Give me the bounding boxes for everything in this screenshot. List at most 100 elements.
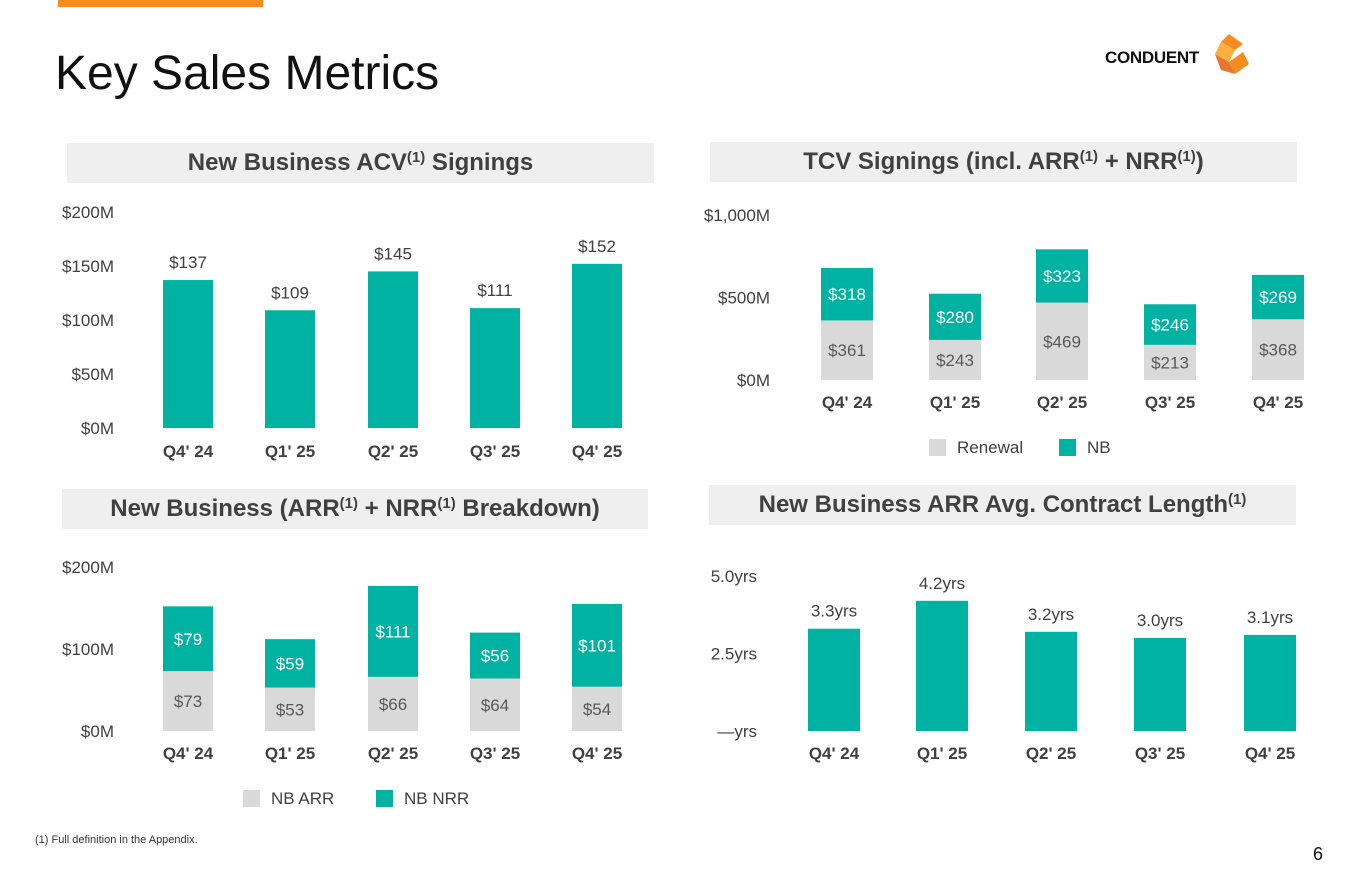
tcv-ytick-label: $0M <box>737 371 770 390</box>
tcv-category-label: Q1' 25 <box>930 393 980 412</box>
nb-bar-base <box>368 676 418 731</box>
acv-title-text-2: Signings <box>425 149 534 176</box>
acv-bar <box>265 310 315 428</box>
acv-ytick-label: $0M <box>81 419 114 438</box>
tcv-bar-base <box>929 339 981 380</box>
acv-data-label: $145 <box>374 244 412 263</box>
tcv-bar-top <box>1144 304 1196 345</box>
tcv-legend-swatch <box>929 439 946 456</box>
tcv-data-label-base: $213 <box>1151 353 1189 372</box>
tcv-bar-base <box>1144 344 1196 380</box>
tcv-ytick-label: $1,000M <box>704 206 770 225</box>
accent-bar <box>58 0 263 7</box>
tcv-category-label: Q3' 25 <box>1145 393 1195 412</box>
nb-bar-top <box>368 585 418 677</box>
len-title-text: New Business ARR Avg. Contract Length <box>758 491 1229 518</box>
tcv-data-label-base: $469 <box>1043 332 1081 351</box>
len-data-label: 3.3yrs <box>811 602 857 621</box>
page-title: Key Sales Metrics <box>55 47 440 100</box>
nb-data-label-base: $64 <box>481 696 509 715</box>
nb-legend-swatch <box>243 790 260 807</box>
nb-legend-label: NB NRR <box>404 789 469 808</box>
nb-ytick-label: $200M <box>62 558 114 577</box>
nb-data-label-top: $59 <box>276 654 304 673</box>
acv-data-label: $137 <box>169 253 207 272</box>
nb-bar-top <box>163 606 213 672</box>
acv-category-label: Q1' 25 <box>265 442 315 461</box>
acv-ytick-label: $150M <box>62 257 114 276</box>
nb-legend-label: NB ARR <box>271 789 334 808</box>
acv-chart-title: New Business ACV (1) Signings <box>67 143 654 183</box>
len-category-label: Q3' 25 <box>1135 744 1185 763</box>
tcv-bar-top <box>929 293 981 340</box>
conduent-logo: CONDUENT <box>1105 30 1255 80</box>
len-bar <box>916 600 968 731</box>
len-category-label: Q4' 25 <box>1245 744 1295 763</box>
acv-bar <box>368 271 418 428</box>
nb-data-label-top: $79 <box>174 630 202 649</box>
acv-ytick-label: $200M <box>62 203 114 222</box>
page-number: 6 <box>1313 844 1324 864</box>
nb-category-label: Q4' 25 <box>572 744 622 763</box>
nb-category-label: Q4' 24 <box>163 744 214 763</box>
tcv-bar-base <box>1252 319 1304 380</box>
nb-title-text-2: + NRR <box>358 495 438 522</box>
tcv-title-text: TCV Signings (incl. ARR <box>803 148 1080 175</box>
acv-ytick-label: $50M <box>71 365 114 384</box>
nb-bar-base <box>572 686 622 731</box>
acv-category-label: Q3' 25 <box>470 442 520 461</box>
acv-ytick-label: $100M <box>62 311 114 330</box>
len-ytick-label: 2.5yrs <box>711 645 757 664</box>
nb-data-label-base: $53 <box>276 700 304 719</box>
acv-category-label: Q4' 24 <box>163 442 214 461</box>
len-bar <box>1244 634 1296 731</box>
nb-category-label: Q1' 25 <box>265 744 315 763</box>
nb-title-text: New Business (ARR <box>110 495 340 522</box>
nb-ytick-label: $0M <box>81 722 114 741</box>
acv-category-label: Q4' 25 <box>572 442 622 461</box>
nb-legend-swatch <box>376 790 393 807</box>
len-ytick-label: 5.0yrs <box>711 567 757 586</box>
tcv-category-label: Q2' 25 <box>1037 393 1087 412</box>
nb-data-label-base: $66 <box>379 695 407 714</box>
nb-bar-top <box>470 632 520 679</box>
acv-title-sup: (1) <box>406 148 426 166</box>
len-data-label: 4.2yrs <box>919 574 965 593</box>
acv-bar <box>163 280 213 428</box>
nb-category-label: Q3' 25 <box>470 744 520 763</box>
acv-category-label: Q2' 25 <box>368 442 418 461</box>
nb-bar-base <box>265 687 315 731</box>
acv-bar <box>572 263 622 428</box>
nb-bar-top <box>572 603 622 687</box>
tcv-legend-swatch <box>1059 439 1076 456</box>
tcv-bar-base <box>1036 302 1088 380</box>
nb-bar-top <box>265 639 315 688</box>
len-category-label: Q1' 25 <box>917 744 967 763</box>
tcv-data-label-top: $318 <box>828 285 866 304</box>
len-ytick-label: —yrs <box>717 722 757 741</box>
tcv-bar-base <box>821 320 873 380</box>
tcv-legend-label: Renewal <box>957 438 1023 457</box>
tcv-data-label-top: $323 <box>1043 267 1081 286</box>
tcv-ytick-label: $500M <box>718 289 770 308</box>
acv-data-label: $111 <box>477 281 512 300</box>
len-data-label: 3.2yrs <box>1028 605 1074 624</box>
nb-title-text-3: Breakdown) <box>455 495 600 522</box>
logo-text: CONDUENT <box>1105 48 1199 67</box>
tcv-data-label-top: $246 <box>1151 316 1189 335</box>
tcv-data-label-base: $361 <box>828 341 866 360</box>
tcv-title-text-3: ) <box>1195 148 1204 175</box>
nb-data-label-top: $56 <box>481 647 509 666</box>
len-bar <box>1025 631 1077 731</box>
acv-data-label: $109 <box>271 283 309 302</box>
tcv-category-label: Q4' 24 <box>822 393 873 412</box>
len-chart-title: New Business ARR Avg. Contract Length (1) <box>709 485 1296 525</box>
len-bar <box>1134 638 1186 731</box>
tcv-chart-title: TCV Signings (incl. ARR (1) + NRR (1)) <box>710 142 1297 182</box>
tcv-data-label-base: $368 <box>1259 341 1297 360</box>
tcv-bar-top <box>821 267 873 321</box>
len-title-sup: (1) <box>1228 490 1247 508</box>
acv-data-label: $152 <box>578 237 616 256</box>
tcv-category-label: Q4' 25 <box>1253 393 1303 412</box>
